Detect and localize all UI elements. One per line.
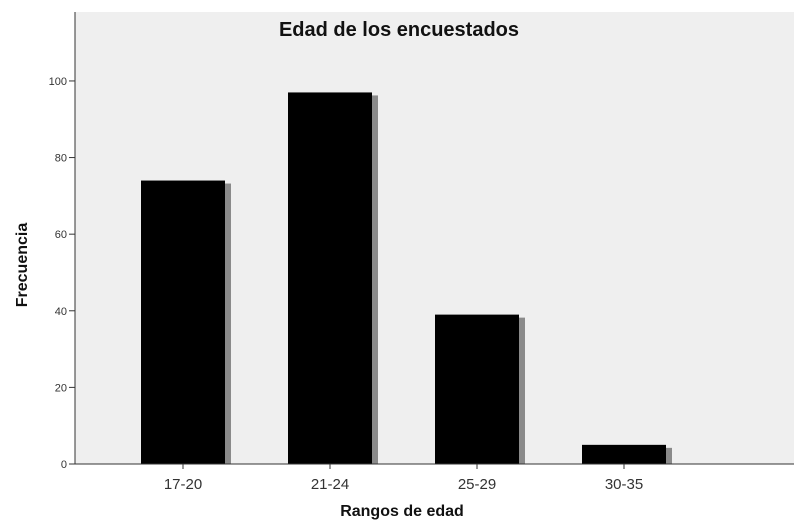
x-tick-label: 25-29 <box>458 476 496 493</box>
x-tick-label: 17-20 <box>164 476 202 493</box>
x-axis-labels: 17-20 21-24 25-29 30-35 <box>164 464 643 493</box>
y-axis-ticks: 0 20 40 60 80 100 <box>49 76 75 471</box>
chart-title: Edad de los encuestados <box>279 19 519 41</box>
y-axis-title: Frecuencia <box>14 223 31 308</box>
x-axis-title: Rangos de edad <box>340 503 464 520</box>
bar <box>582 444 666 464</box>
bars <box>141 92 666 465</box>
bar <box>435 314 519 464</box>
bar <box>141 180 225 465</box>
x-tick-label: 21-24 <box>311 476 349 493</box>
y-tick-label: 20 <box>55 382 67 394</box>
bar <box>288 92 372 465</box>
y-tick-label: 40 <box>55 306 67 318</box>
x-tick-label: 30-35 <box>605 476 643 493</box>
y-tick-label: 0 <box>61 459 67 471</box>
y-tick-label: 60 <box>55 229 67 241</box>
y-tick-label: 80 <box>55 153 67 165</box>
y-tick-label: 100 <box>49 76 67 88</box>
